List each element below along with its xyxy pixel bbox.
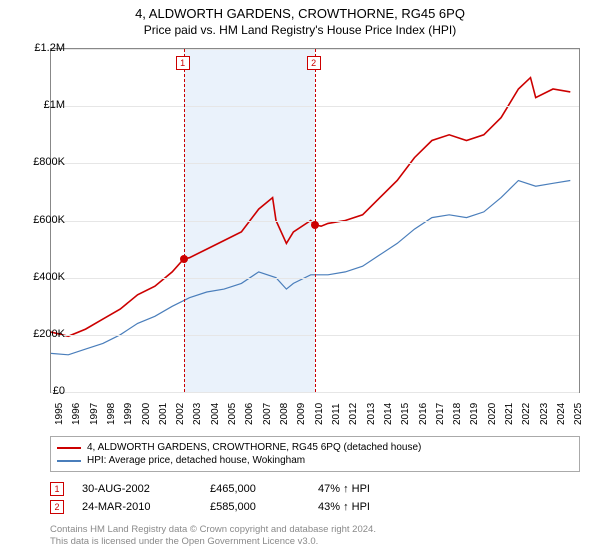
footer-line-1: Contains HM Land Registry data © Crown c… [50, 524, 376, 536]
sale-vline [184, 49, 185, 392]
x-tick-label: 1997 [89, 403, 100, 425]
sale-pct: 43% ↑ HPI [318, 501, 418, 513]
x-tick-label: 2014 [383, 403, 394, 425]
footer-line-2: This data is licensed under the Open Gov… [50, 536, 376, 548]
legend-item: 4, ALDWORTH GARDENS, CROWTHORNE, RG45 6P… [57, 441, 573, 454]
y-tick-label: £1M [44, 99, 65, 111]
x-tick-label: 2013 [366, 403, 377, 425]
sale-marker-label: 2 [307, 56, 321, 70]
x-tick-label: 2017 [435, 403, 446, 425]
x-tick-label: 2016 [418, 403, 429, 425]
sale-pct: 47% ↑ HPI [318, 483, 418, 495]
x-tick-label: 1999 [123, 403, 134, 425]
x-tick-label: 2022 [521, 403, 532, 425]
x-tick-label: 2004 [210, 403, 221, 425]
x-tick-label: 2024 [556, 403, 567, 425]
series-hpi [51, 181, 570, 355]
x-tick-label: 2011 [331, 403, 342, 425]
y-tick-label: £600K [33, 214, 65, 226]
x-tick-label: 2015 [400, 403, 411, 425]
chart-subtitle: Price paid vs. HM Land Registry's House … [0, 21, 600, 37]
chart-container: 4, ALDWORTH GARDENS, CROWTHORNE, RG45 6P… [0, 0, 600, 560]
y-tick-label: £800K [33, 156, 65, 168]
legend-item: HPI: Average price, detached house, Woki… [57, 454, 573, 467]
x-tick-label: 2023 [539, 403, 550, 425]
sale-marker-icon: 1 [50, 482, 64, 496]
y-tick-label: £1.2M [34, 42, 65, 54]
series-address-price [51, 78, 570, 337]
x-tick-label: 2003 [192, 403, 203, 425]
x-tick-label: 2010 [314, 403, 325, 425]
x-tick-label: 2006 [244, 403, 255, 425]
legend-swatch [57, 460, 81, 462]
sale-dot [180, 255, 188, 263]
x-tick-label: 1995 [54, 403, 65, 425]
sales-table: 1 30-AUG-2002 £465,000 47% ↑ HPI 2 24-MAR-201… [50, 480, 418, 516]
plot-area [50, 48, 580, 393]
sale-marker-icon: 2 [50, 500, 64, 514]
x-tick-label: 2021 [504, 403, 515, 425]
gridline [51, 392, 579, 393]
legend: 4, ALDWORTH GARDENS, CROWTHORNE, RG45 6P… [50, 436, 580, 472]
footer-attribution: Contains HM Land Registry data © Crown c… [50, 524, 376, 549]
x-tick-label: 1996 [71, 403, 82, 425]
sale-price: £585,000 [210, 501, 300, 513]
x-tick-label: 2008 [279, 403, 290, 425]
x-tick-label: 2020 [487, 403, 498, 425]
x-tick-label: 2009 [296, 403, 307, 425]
legend-label: 4, ALDWORTH GARDENS, CROWTHORNE, RG45 6P… [87, 442, 421, 453]
y-tick-label: £200K [33, 328, 65, 340]
x-tick-label: 2012 [348, 403, 359, 425]
sale-date: 24-MAR-2010 [82, 501, 192, 513]
sale-dot [311, 221, 319, 229]
sale-price: £465,000 [210, 483, 300, 495]
sale-marker-label: 1 [176, 56, 190, 70]
x-tick-label: 2019 [469, 403, 480, 425]
x-tick-label: 2000 [141, 403, 152, 425]
chart-title: 4, ALDWORTH GARDENS, CROWTHORNE, RG45 6P… [0, 0, 600, 21]
y-tick-label: £0 [53, 385, 65, 397]
legend-label: HPI: Average price, detached house, Woki… [87, 455, 305, 466]
x-tick-label: 1998 [106, 403, 117, 425]
x-tick-label: 2005 [227, 403, 238, 425]
y-tick-label: £400K [33, 271, 65, 283]
x-tick-label: 2001 [158, 403, 169, 425]
x-tick-label: 2018 [452, 403, 463, 425]
x-tick-label: 2007 [262, 403, 273, 425]
sale-row: 2 24-MAR-2010 £585,000 43% ↑ HPI [50, 498, 418, 516]
x-tick-label: 2002 [175, 403, 186, 425]
x-tick-label: 2025 [573, 403, 584, 425]
sale-date: 30-AUG-2002 [82, 483, 192, 495]
sale-row: 1 30-AUG-2002 £465,000 47% ↑ HPI [50, 480, 418, 498]
legend-swatch [57, 447, 81, 449]
